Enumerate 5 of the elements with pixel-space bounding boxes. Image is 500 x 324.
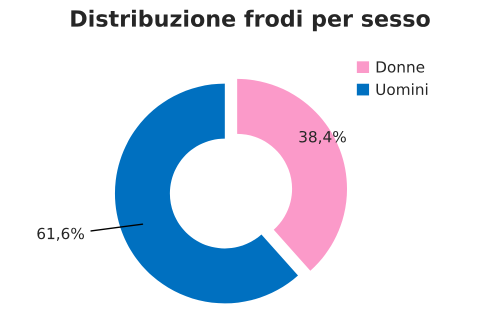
- legend-label: Uomini: [376, 83, 428, 96]
- data-label: 38,4%: [299, 130, 346, 144]
- data-label: 61,6%: [37, 228, 84, 241]
- chart-title: Distribuzione frodi per sesso: [71, 10, 430, 32]
- legend-label: Donne: [376, 61, 424, 73]
